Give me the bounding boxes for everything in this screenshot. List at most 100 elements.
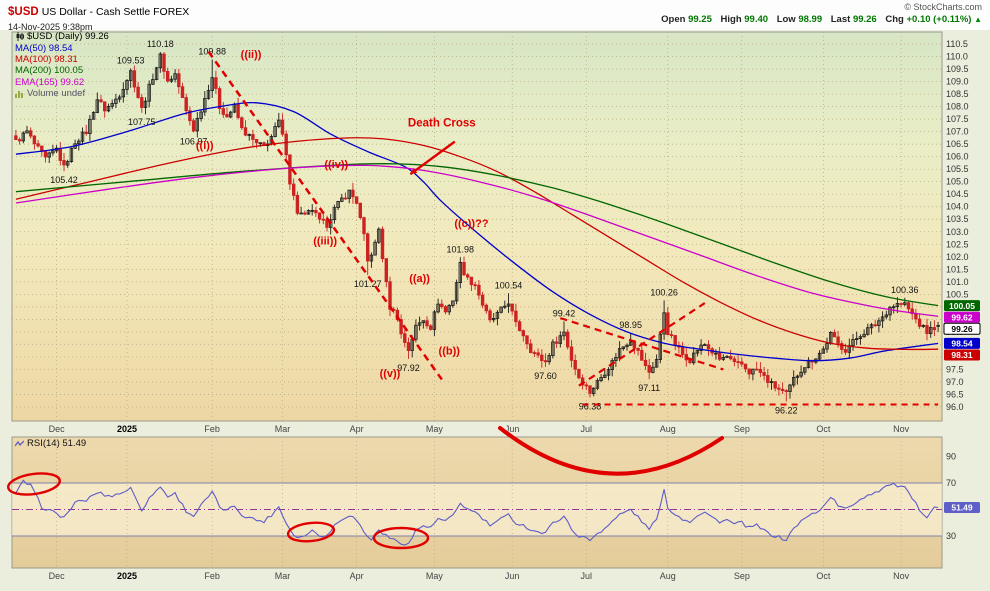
svg-text:Feb: Feb [204,424,220,434]
red-arc-annotation [498,426,724,476]
svg-text:97.0: 97.0 [946,377,964,387]
rsi-legend: RSI(14) 51.49 [14,438,87,450]
svg-text:107.5: 107.5 [946,114,969,124]
chart-datetime: 14-Nov-2025 9:38pm [8,22,93,32]
price-extreme-labels: 105.42 109.53 107.75 110.18 106.97 109.88 101.… [50,39,918,416]
elliott-wave-label: ((a)) [409,273,430,285]
svg-text:Mar: Mar [275,571,291,581]
svg-text:102.0: 102.0 [946,252,969,262]
low-label: Low [776,14,796,25]
death-cross-arrow [409,140,456,176]
svg-text:Aug: Aug [660,571,676,581]
rsi-circle-annotation [7,472,61,496]
quote-line: Open 99.25 High 99.40 Low 98.99 Last 99.… [655,14,982,25]
svg-text:97.60: 97.60 [534,371,557,381]
svg-text:Jun: Jun [505,571,520,581]
svg-text:101.0: 101.0 [946,277,969,287]
svg-text:Dec: Dec [49,571,66,581]
legend-label: MA(50) 98.54 [15,42,73,54]
ema165-line [15,164,939,318]
svg-text:Dec: Dec [49,424,66,434]
svg-text:102.5: 102.5 [946,239,969,249]
legend-label: MA(200) 100.05 [15,65,84,77]
svg-text:108.0: 108.0 [946,102,969,112]
svg-text:70: 70 [946,478,956,488]
legend-label: Volume undef [27,88,86,100]
legend-label: MA(100) 98.31 [15,53,78,65]
svg-text:109.53: 109.53 [117,55,145,65]
svg-text:105.0: 105.0 [946,177,969,187]
rsi-line [15,479,939,546]
elliott-wave-label: ((ii)) [241,49,262,61]
svg-text:103.0: 103.0 [946,227,969,237]
ma200-line [15,163,939,307]
svg-text:Oct: Oct [816,424,831,434]
svg-text:Mar: Mar [275,424,291,434]
instrument-name: US Dollar - Cash Settle FOREX [41,6,190,18]
svg-text:101.27: 101.27 [354,279,382,289]
svg-text:98.31: 98.31 [951,350,973,360]
svg-text:97.5: 97.5 [946,364,964,374]
svg-text:105.42: 105.42 [50,175,78,185]
chg-label: Chg [885,14,904,25]
elliott-wave-label: ((i)) [196,140,214,152]
svg-text:51.49: 51.49 [951,503,973,513]
svg-text:Jun: Jun [505,424,520,434]
svg-text:Sep: Sep [734,571,750,581]
svg-text:96.5: 96.5 [946,389,964,399]
svg-text:90: 90 [946,452,956,462]
red-dashed-trendline [578,302,706,387]
ma50-line [15,102,939,362]
svg-text:96.22: 96.22 [775,406,798,416]
gridlines [12,32,942,568]
svg-text:Feb: Feb [204,571,220,581]
svg-text:Jul: Jul [581,424,593,434]
chg-value: +0.10 (+0.11%) [906,14,972,25]
svg-text:106.97: 106.97 [180,136,208,146]
svg-text:Apr: Apr [350,571,364,581]
svg-text:100.54: 100.54 [495,280,523,290]
legend-item-usd: $USD (Daily) 99.26 [15,31,109,42]
svg-text:105.5: 105.5 [946,164,969,174]
svg-text:99.42: 99.42 [553,308,576,318]
svg-text:104.5: 104.5 [946,189,969,199]
svg-text:100.26: 100.26 [650,287,678,297]
legend-item-ma100: MA(100) 98.31 [15,54,109,65]
elliott-wave-label: ((iv)) [324,159,348,171]
svg-text:Jul: Jul [581,571,593,581]
svg-text:108.5: 108.5 [946,89,969,99]
last-value: 99.26 [852,14,877,25]
header-right: © StockCharts.com Open 99.25 High 99.40 … [655,2,982,30]
svg-text:110.5: 110.5 [946,39,968,49]
svg-text:Apr: Apr [350,424,364,434]
low-value: 98.99 [798,14,823,25]
svg-text:97.11: 97.11 [638,383,660,393]
svg-text:106.5: 106.5 [946,139,969,149]
svg-text:104.0: 104.0 [946,202,969,212]
elliott-wave-label: ((c))?? [454,218,488,230]
stockcharts-copyright-link[interactable]: © StockCharts.com [904,2,982,12]
ma100-line [15,137,939,351]
legend-item-ma50: MA(50) 98.54 [15,42,109,54]
svg-text:May: May [426,424,444,434]
svg-text:Nov: Nov [893,424,910,434]
open-label: Open [661,14,686,25]
legend-item-rsi: RSI(14) 51.49 [14,438,87,450]
high-label: High [720,14,742,25]
rsi-line-icon [14,439,25,448]
elliott-wave-label: ((v)) [380,368,401,380]
rsi-circle-annotation [286,521,336,543]
up-arrow-icon: ▲ [974,15,982,24]
legend-label: RSI(14) 51.49 [27,438,87,450]
svg-text:103.5: 103.5 [946,214,969,224]
open-value: 99.25 [688,14,712,25]
svg-text:109.88: 109.88 [198,47,226,57]
x-axis-labels: Dec Dec 2025 2025 Feb Feb Mar Mar Apr Apr May May Ju… [49,424,910,581]
svg-text:96.0: 96.0 [946,402,964,412]
svg-text:99.62: 99.62 [951,312,973,322]
svg-text:30: 30 [946,531,956,541]
svg-text:107.0: 107.0 [946,127,969,137]
svg-text:2025: 2025 [117,424,137,434]
